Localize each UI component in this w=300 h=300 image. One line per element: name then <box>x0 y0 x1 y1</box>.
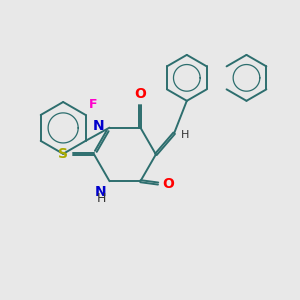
Text: H: H <box>97 192 106 206</box>
Text: H: H <box>181 130 189 140</box>
Text: O: O <box>134 87 146 101</box>
Text: O: O <box>162 176 174 190</box>
Text: F: F <box>88 98 97 111</box>
Text: S: S <box>58 147 68 161</box>
Text: N: N <box>94 185 106 199</box>
Text: N: N <box>93 119 104 133</box>
